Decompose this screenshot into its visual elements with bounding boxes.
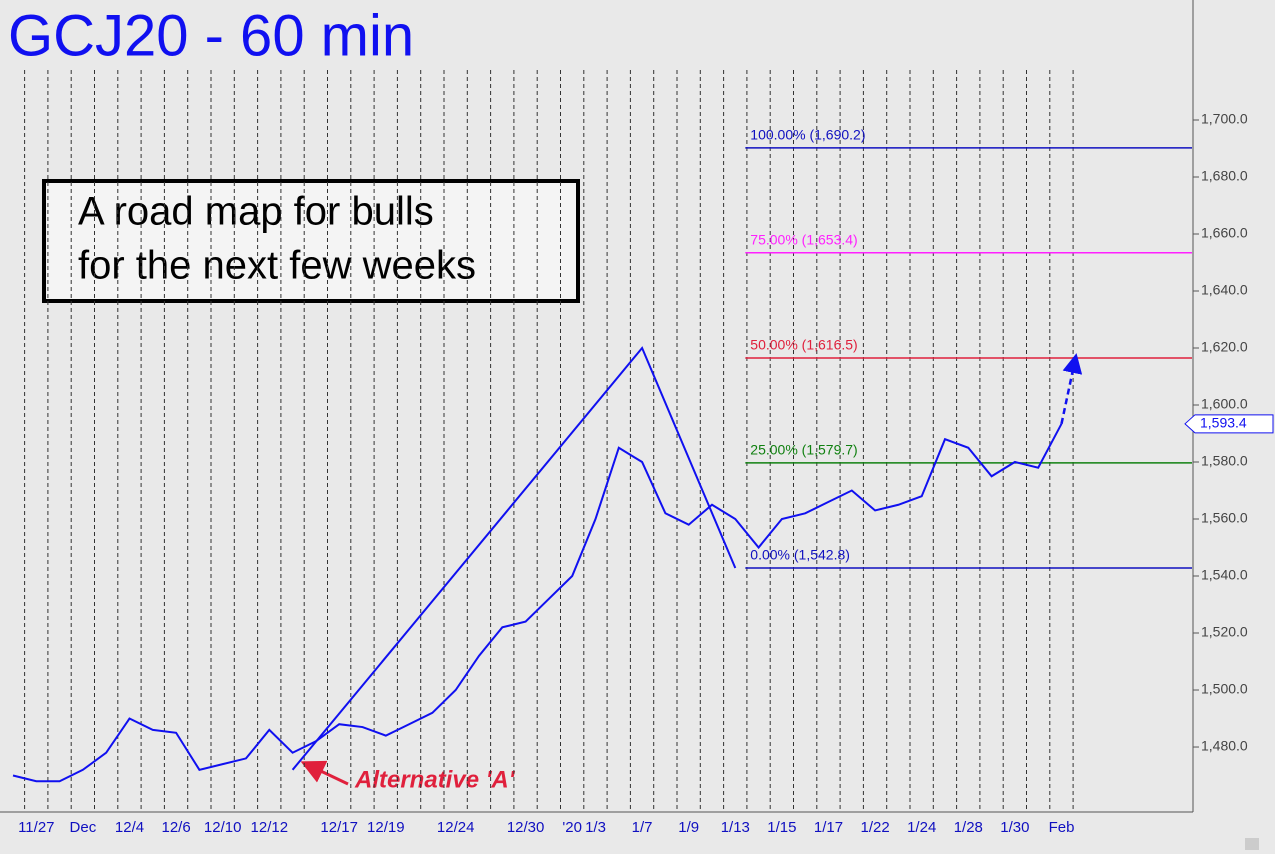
scroll-box bbox=[1245, 838, 1259, 850]
level-label: 75.00% (1,653.4) bbox=[750, 232, 857, 248]
x-tick-label: 1/24 bbox=[907, 819, 936, 836]
y-tick-label: 1,640.0 bbox=[1201, 282, 1248, 298]
x-tick-label: 1/13 bbox=[721, 819, 750, 836]
x-tick-label: Feb bbox=[1049, 819, 1075, 836]
annotation-line: for the next few weeks bbox=[78, 244, 476, 288]
x-tick-label: 12/10 bbox=[204, 819, 242, 836]
y-tick-label: 1,500.0 bbox=[1201, 681, 1248, 697]
x-tick-label: 12/24 bbox=[437, 819, 475, 836]
level-label: 100.00% (1,690.2) bbox=[750, 127, 865, 143]
x-tick-label: 12/17 bbox=[320, 819, 358, 836]
last-price-box bbox=[1184, 414, 1274, 434]
x-tick-label: 1/22 bbox=[860, 819, 889, 836]
y-tick-label: 1,520.0 bbox=[1201, 624, 1248, 640]
x-tick-label: 12/6 bbox=[161, 819, 190, 836]
x-tick-label: 1/28 bbox=[954, 819, 983, 836]
x-tick-label: 1/3 bbox=[585, 819, 606, 836]
x-tick-label: 1/17 bbox=[814, 819, 843, 836]
x-tick-label: 12/12 bbox=[251, 819, 289, 836]
y-tick-label: 1,680.0 bbox=[1201, 168, 1248, 184]
x-tick-label: 12/19 bbox=[367, 819, 405, 836]
callout: Alternative 'A' bbox=[354, 766, 516, 793]
y-tick-label: 1,660.0 bbox=[1201, 225, 1248, 241]
x-tick-label: 1/15 bbox=[767, 819, 796, 836]
y-tick-label: 1,580.0 bbox=[1201, 453, 1248, 469]
x-tick-label: 1/9 bbox=[678, 819, 699, 836]
annotation-line: A road map for bulls bbox=[78, 190, 434, 234]
x-tick-label: Dec bbox=[70, 819, 97, 836]
price-line bbox=[12, 423, 1063, 783]
x-tick-label: 1/30 bbox=[1000, 819, 1029, 836]
level-label: 0.00% (1,542.8) bbox=[750, 547, 850, 563]
chart-title: GCJ20 - 60 min bbox=[8, 3, 414, 68]
level-label: 50.00% (1,616.5) bbox=[750, 337, 857, 353]
x-tick-label: 12/4 bbox=[115, 819, 144, 836]
x-tick-label: 1/7 bbox=[632, 819, 653, 836]
y-tick-label: 1,540.0 bbox=[1201, 567, 1248, 583]
last-price-label: 1,593.4 bbox=[1200, 415, 1247, 431]
y-tick-label: 1,700.0 bbox=[1201, 111, 1248, 127]
x-tick-label: '20 bbox=[562, 819, 582, 836]
y-tick-label: 1,480.0 bbox=[1201, 738, 1248, 754]
y-tick-label: 1,620.0 bbox=[1201, 339, 1248, 355]
y-tick-label: 1,560.0 bbox=[1201, 510, 1248, 526]
annotation-box bbox=[42, 179, 580, 303]
pattern-line bbox=[291, 346, 737, 771]
projection-arrow bbox=[1060, 353, 1083, 425]
level-label: 25.00% (1,579.7) bbox=[750, 442, 857, 458]
x-tick-label: 11/27 bbox=[18, 819, 54, 836]
x-tick-label: 12/30 bbox=[507, 819, 545, 836]
y-tick-label: 1,600.0 bbox=[1201, 396, 1248, 412]
